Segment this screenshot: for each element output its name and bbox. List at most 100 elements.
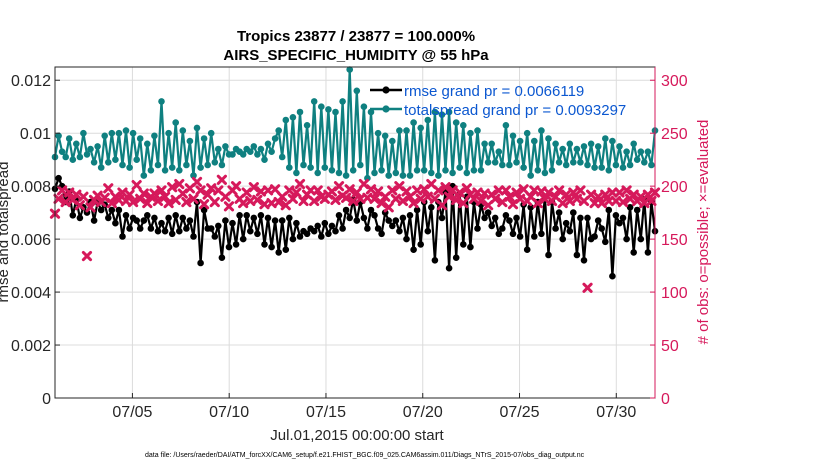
y-right-tick-label: 0 xyxy=(661,391,670,408)
totalspread-point xyxy=(207,129,215,137)
totalspread-point xyxy=(282,116,290,124)
totalspread-point xyxy=(204,161,211,169)
totalspread-point xyxy=(570,159,577,166)
y-right-tick-label: 200 xyxy=(661,179,688,196)
obs-point xyxy=(500,185,511,196)
totalspread-point xyxy=(296,108,304,116)
obs-point xyxy=(436,200,448,211)
obs-point xyxy=(138,188,149,199)
totalspread-point xyxy=(87,145,94,153)
chart-title: Tropics 23877 / 23877 = 100.000% xyxy=(237,28,475,45)
obs-point xyxy=(454,187,465,198)
totalspread-point xyxy=(452,119,460,126)
totalspread-point xyxy=(488,140,496,148)
rmse-point xyxy=(371,212,378,219)
obs-point xyxy=(81,250,93,262)
totalspread-point xyxy=(346,66,354,73)
rmse-point xyxy=(158,219,165,227)
y-tick-label: 0.002 xyxy=(11,338,51,355)
totalspread-point xyxy=(499,161,506,169)
totalspread-point xyxy=(112,156,119,163)
rmse-point xyxy=(626,204,634,211)
obs-point xyxy=(475,195,487,207)
rmse-point xyxy=(225,243,233,251)
totalspread-point xyxy=(349,167,357,174)
rmse-point xyxy=(144,212,151,219)
rmse-point xyxy=(218,254,226,261)
rmse-point xyxy=(69,212,77,219)
rmse-point xyxy=(509,230,517,238)
rmse-point xyxy=(133,217,140,224)
y-right-tick-label: 100 xyxy=(661,285,688,302)
y-right-tick-label: 300 xyxy=(661,73,688,90)
obs-point xyxy=(78,191,89,202)
obs-point xyxy=(209,196,220,208)
rmse-point xyxy=(545,251,552,259)
rmse-point xyxy=(577,214,584,222)
rmse-point xyxy=(559,235,566,243)
totalspread-point xyxy=(264,140,272,148)
totalspread-point xyxy=(140,172,148,179)
rmse-point xyxy=(105,214,112,222)
rmse-point xyxy=(580,257,588,264)
totalspread-point xyxy=(76,153,84,161)
y-tick-label: 0.006 xyxy=(11,232,51,249)
rmse-point xyxy=(314,222,322,230)
rmse-point xyxy=(428,204,435,211)
obs-point xyxy=(493,185,504,196)
totalspread-point xyxy=(616,143,623,150)
footnote: data file: /Users/raeder/DAI/ATM_forcXX/… xyxy=(145,452,585,459)
rmse-point xyxy=(566,227,574,235)
y-right-tick-label: 250 xyxy=(661,126,688,143)
rmse-point xyxy=(282,246,290,253)
y-tick-label: 0 xyxy=(42,391,51,408)
totalspread-point xyxy=(278,153,286,161)
totalspread-point xyxy=(257,145,265,153)
rmse-point xyxy=(488,222,496,230)
totalspread-point xyxy=(342,172,350,179)
totalspread-point xyxy=(562,161,570,169)
obs-point xyxy=(270,184,281,195)
obs-point xyxy=(341,192,352,203)
obs-point xyxy=(309,195,320,207)
obs-point xyxy=(128,196,139,208)
rmse-point xyxy=(318,233,325,240)
series-totalspread xyxy=(51,66,659,182)
rmse-point xyxy=(623,235,630,243)
totalspread-point xyxy=(229,151,236,158)
totalspread-point xyxy=(506,161,513,169)
totalspread-point xyxy=(509,132,517,140)
rmse-point xyxy=(406,212,414,219)
totalspread-point xyxy=(502,122,510,129)
totalspread-point xyxy=(215,145,222,153)
totalspread-point xyxy=(378,167,385,174)
totalspread-point xyxy=(531,137,538,145)
totalspread-point xyxy=(307,164,314,171)
totalspread-point xyxy=(119,161,126,169)
totalspread-point xyxy=(108,129,116,137)
rmse-point xyxy=(495,230,503,238)
rmse-point xyxy=(467,243,474,251)
x-tick-label: 07/30 xyxy=(596,404,636,421)
rmse-point xyxy=(211,233,219,240)
obs-point xyxy=(408,198,419,209)
totalspread-point xyxy=(55,132,62,140)
obs-point xyxy=(230,181,242,192)
y-tick-label: 0.01 xyxy=(20,126,51,143)
totalspread-point xyxy=(197,164,204,171)
totalspread-point xyxy=(183,161,190,169)
rmse-point xyxy=(115,206,123,214)
rmse-point xyxy=(335,212,343,219)
x-tick-label: 07/20 xyxy=(403,404,443,421)
obs-point xyxy=(589,198,600,209)
rmse-point xyxy=(161,227,169,235)
obs-point xyxy=(376,198,387,209)
obs-point xyxy=(312,185,323,196)
y-axis-right-label: # of obs: o=possible; ×=evaluated xyxy=(695,120,712,345)
totalspread-point xyxy=(456,164,464,171)
rmse-point xyxy=(644,249,652,256)
rmse-point xyxy=(183,225,190,232)
totalspread-point xyxy=(129,129,137,137)
rmse-point xyxy=(502,212,510,219)
